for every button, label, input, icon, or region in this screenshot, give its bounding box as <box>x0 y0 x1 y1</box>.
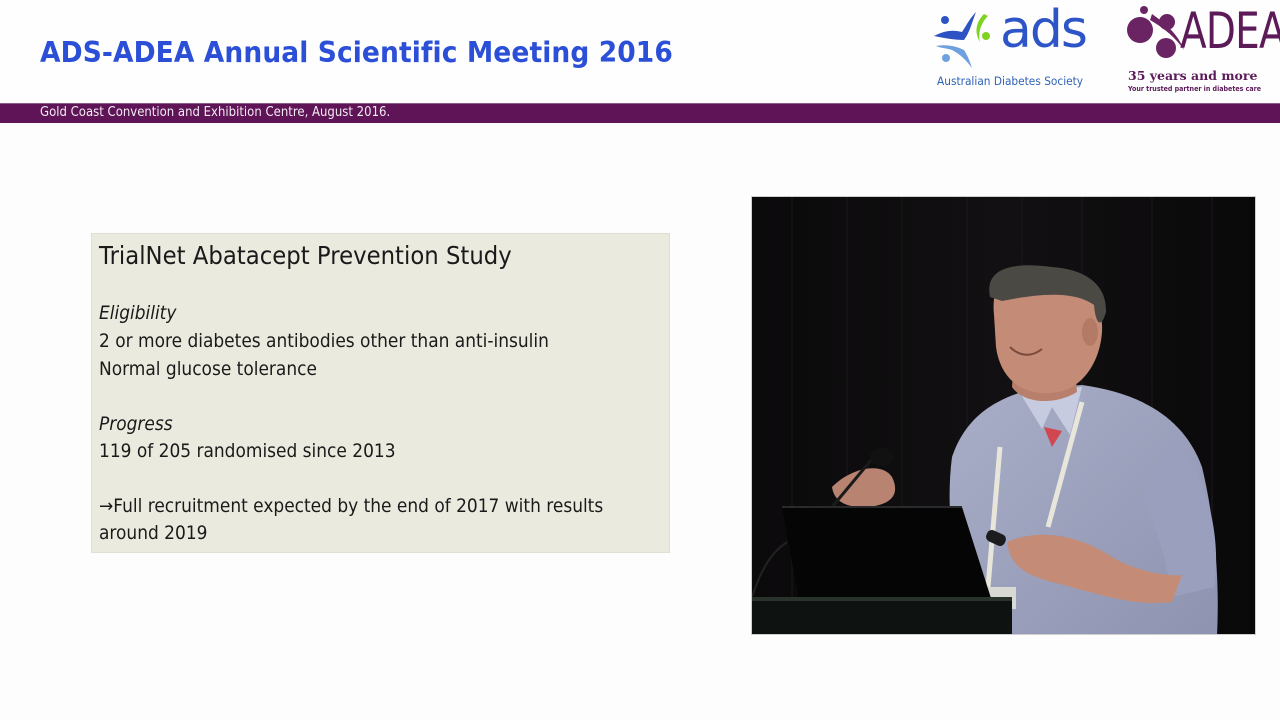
progress-line: 119 of 205 randomised since 2013 <box>99 441 396 462</box>
venue-bar: Gold Coast Convention and Exhibition Cen… <box>0 103 1280 123</box>
speaker-video-frame <box>752 197 1255 634</box>
ads-wordmark: ads <box>1000 0 1088 60</box>
outcome-line: →Full recruitment expected by the end of… <box>99 496 603 517</box>
ads-subtitle: Australian Diabetes Society <box>937 74 1084 88</box>
ads-logo: ads Australian Diabetes Society <box>932 4 1097 90</box>
adea-years: 35 years and more <box>1128 68 1258 83</box>
eligibility-line: Normal glucose tolerance <box>99 359 317 380</box>
slide-title: TrialNet Abatacept Prevention Study <box>99 241 512 270</box>
header: ADS-ADEA Annual Scientific Meeting 2016 … <box>0 0 1280 103</box>
eligibility-heading: Eligibility <box>99 303 177 324</box>
ads-figures-icon <box>934 12 990 68</box>
eligibility-line: 2 or more diabetes antibodies other than… <box>99 331 549 352</box>
outcome-line: around 2019 <box>99 523 208 544</box>
outcome-text: Full recruitment expected by the end of … <box>113 496 604 517</box>
progress-heading: Progress <box>99 414 173 435</box>
speaker-video <box>751 196 1256 635</box>
adea-bubbles-icon <box>1127 6 1184 58</box>
conference-title: ADS-ADEA Annual Scientific Meeting 2016 <box>40 36 673 69</box>
adea-tagline: Your trusted partner in diabetes care <box>1128 84 1262 93</box>
adea-logo: ADEA 35 years and more Your trusted part… <box>1122 4 1280 96</box>
adea-wordmark: ADEA <box>1180 2 1280 60</box>
arrow-right-icon: → <box>99 496 114 517</box>
venue-text: Gold Coast Convention and Exhibition Cen… <box>40 105 391 120</box>
slide-panel: TrialNet Abatacept Prevention Study Elig… <box>91 233 670 553</box>
